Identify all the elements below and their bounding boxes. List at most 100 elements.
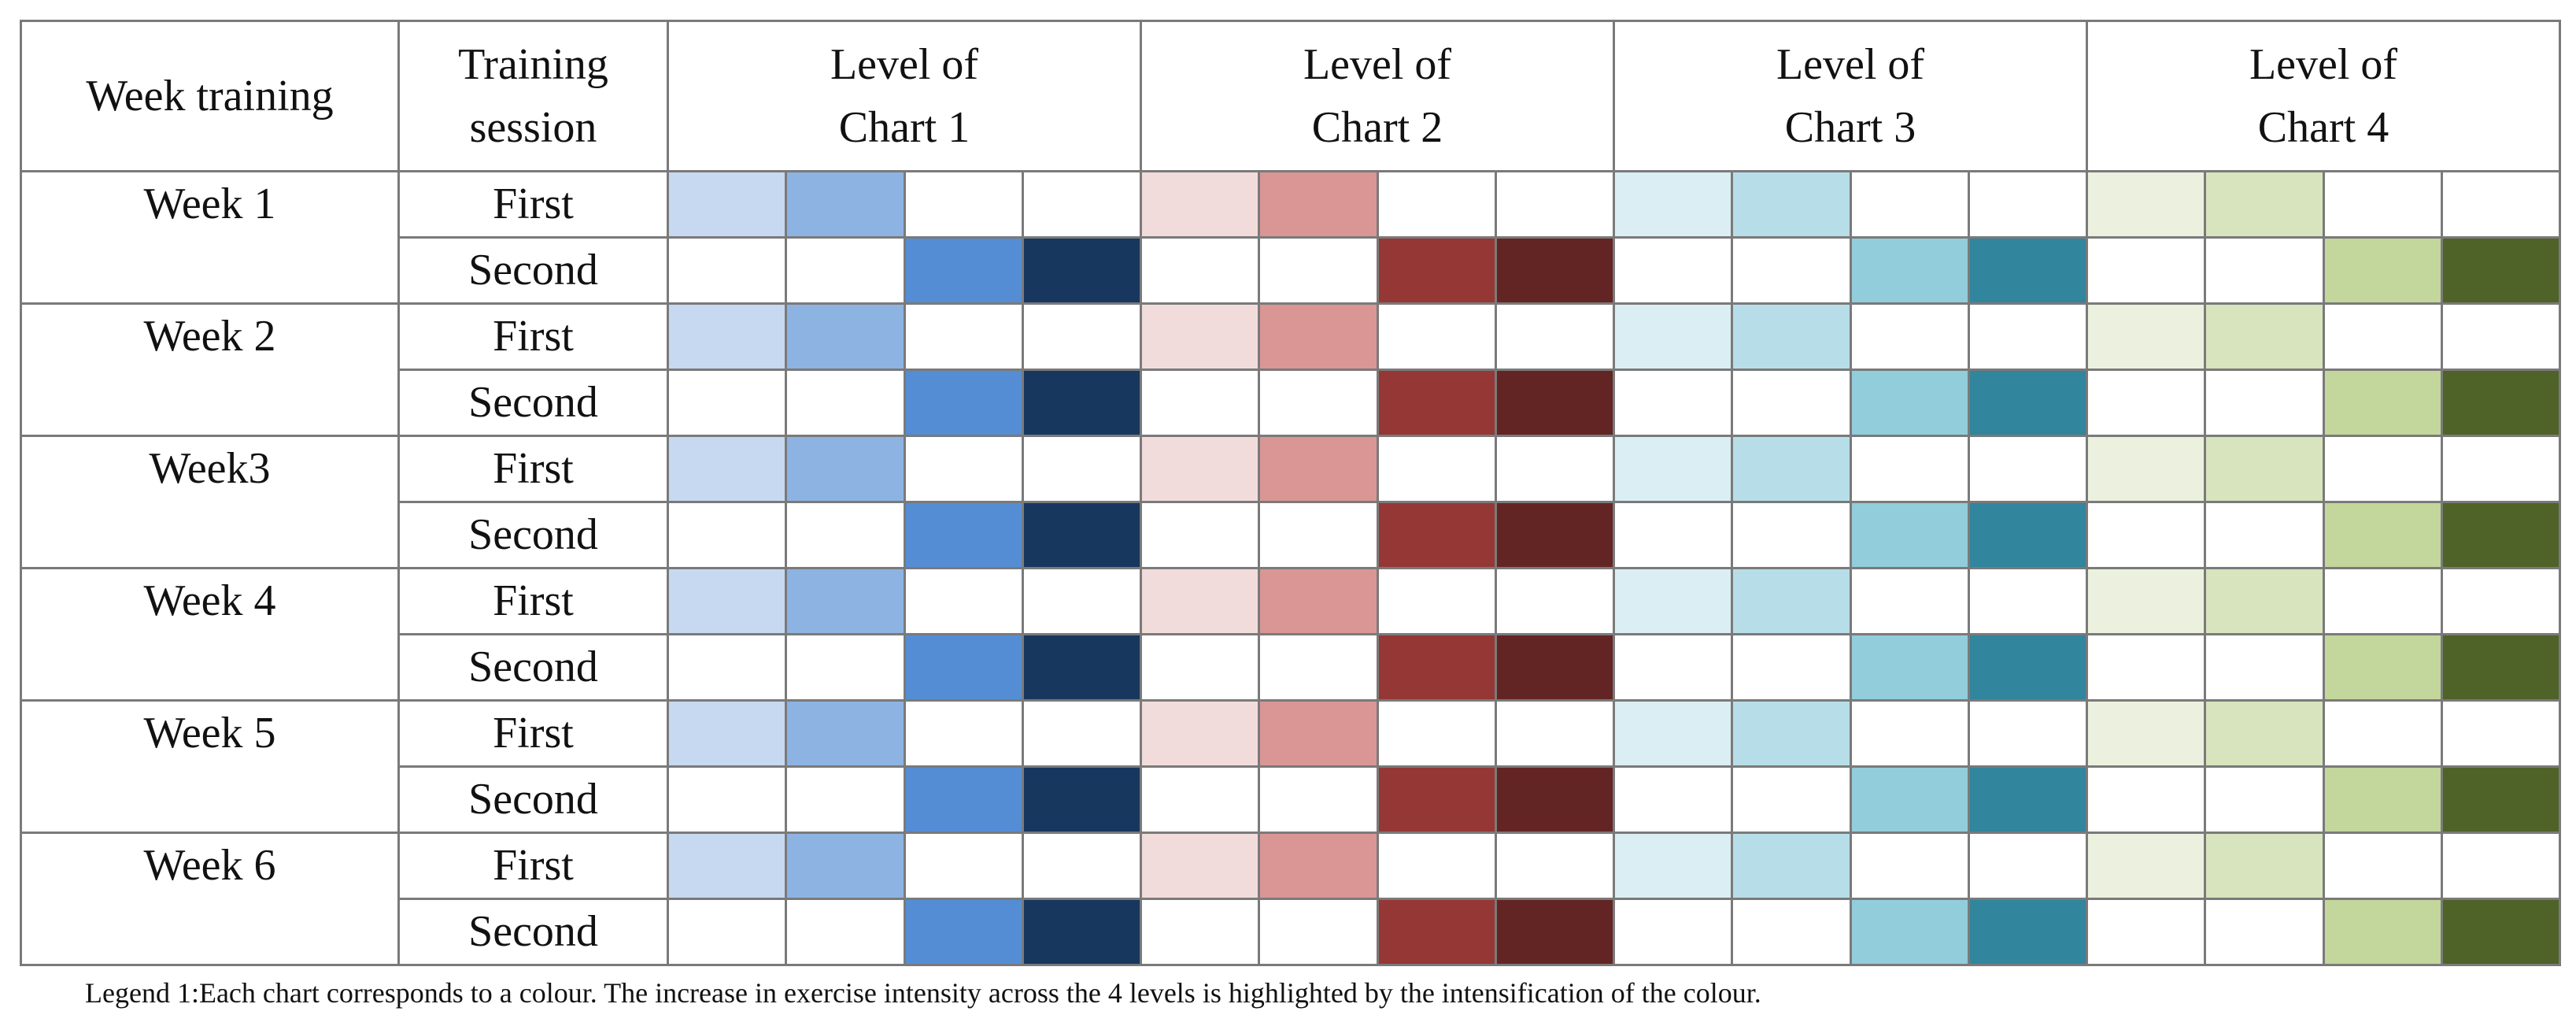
session-label: First (397, 435, 669, 503)
week-label: Week 1 (20, 170, 400, 305)
level-cell-empty (2085, 236, 2207, 305)
week-label: Week3 (20, 435, 400, 569)
level-cell-filled (1849, 236, 1970, 305)
level-cell-empty (1849, 170, 1970, 239)
level-cell-empty (1494, 832, 1616, 900)
level-cell-filled (1849, 369, 1970, 437)
level-cell-filled (1849, 898, 1970, 966)
level-cell-filled (1494, 501, 1616, 569)
level-cell-filled (1021, 501, 1143, 569)
level-cell-filled (1376, 369, 1497, 437)
level-cell-empty (1021, 170, 1143, 239)
level-cell-filled (666, 170, 788, 239)
session-row: Week 2 First (20, 302, 2562, 437)
level-cell-empty (1021, 302, 1143, 371)
level-cell-filled (2322, 633, 2443, 702)
level-cell-empty (1376, 567, 1497, 635)
level-cell-filled (1494, 369, 1616, 437)
level-cell-filled (2440, 501, 2562, 569)
level-cell-empty (1967, 699, 2089, 768)
level-cell-empty (2085, 898, 2207, 966)
level-cell-filled (2085, 567, 2207, 635)
level-cell-filled (1021, 765, 1143, 834)
level-cell-filled (1731, 567, 1852, 635)
level-cell-empty (1139, 501, 1261, 569)
level-cell-empty (1258, 501, 1379, 569)
level-cell-filled (1494, 236, 1616, 305)
level-cell-empty (2085, 501, 2207, 569)
session-label: First (397, 832, 669, 900)
level-cell-empty (2322, 567, 2443, 635)
level-cell-filled (2085, 435, 2207, 503)
level-cell-empty (1139, 633, 1261, 702)
level-cell-filled (666, 435, 788, 503)
level-cell-filled (1139, 832, 1261, 900)
session-label: Second (397, 236, 669, 305)
level-cell-filled (2085, 699, 2207, 768)
level-cell-filled (1021, 236, 1143, 305)
level-cell-empty (1258, 369, 1379, 437)
level-cell-empty (1376, 832, 1497, 900)
header-text: Week training (86, 72, 334, 120)
level-cell-empty (785, 369, 906, 437)
level-cell-empty (2204, 765, 2325, 834)
level-cell-filled (903, 898, 1024, 966)
session-label: First (397, 170, 669, 239)
level-cell-filled (1258, 435, 1379, 503)
level-cell-filled (1967, 236, 2089, 305)
level-cell-empty (1376, 170, 1497, 239)
level-cell-empty (1612, 765, 1734, 834)
session-label: Second (397, 369, 669, 437)
header-text: Chart 2 (1311, 103, 1443, 152)
level-cell-empty (666, 765, 788, 834)
header-text: Chart 3 (1784, 103, 1916, 152)
level-cell-filled (1612, 567, 1734, 635)
level-cell-empty (1494, 435, 1616, 503)
level-cell-empty (666, 898, 788, 966)
level-cell-filled (1139, 435, 1261, 503)
level-cell-filled (2085, 170, 2207, 239)
header-cell: Level of Chart 3 (1613, 20, 2088, 172)
level-cell-empty (903, 435, 1024, 503)
level-cell-empty (1731, 633, 1852, 702)
level-cell-empty (785, 501, 906, 569)
level-cell-empty (1731, 236, 1852, 305)
level-cell-empty (903, 567, 1024, 635)
level-cell-empty (2085, 369, 2207, 437)
level-cell-empty (2204, 898, 2325, 966)
level-cell-filled (903, 501, 1024, 569)
level-cell-filled (666, 699, 788, 768)
level-cell-empty (1139, 765, 1261, 834)
level-cell-filled (1612, 302, 1734, 371)
level-cell-empty (1139, 898, 1261, 966)
legend: Legend 1:Each chart corresponds to a col… (85, 977, 1761, 1009)
level-cell-filled (2204, 832, 2325, 900)
session-row: Second (21, 633, 2562, 702)
level-cell-filled (2440, 236, 2562, 305)
level-cell-empty (1258, 236, 1379, 305)
week-label: Week 6 (20, 832, 400, 966)
level-cell-empty (1967, 832, 2089, 900)
level-cell-empty (1021, 699, 1143, 768)
level-cell-empty (1021, 567, 1143, 635)
level-cell-filled (2322, 898, 2443, 966)
level-cell-empty (1612, 898, 1734, 966)
level-cell-empty (1376, 699, 1497, 768)
level-cell-filled (1258, 699, 1379, 768)
level-cell-filled (903, 236, 1024, 305)
level-cell-filled (1731, 435, 1852, 503)
level-cell-empty (903, 170, 1024, 239)
level-cell-filled (2204, 699, 2325, 768)
header-cell: Level of Chart 1 (667, 20, 1142, 172)
session-label: First (397, 567, 669, 635)
level-cell-filled (785, 435, 906, 503)
session-row: Second (21, 501, 2562, 569)
level-cell-filled (1731, 302, 1852, 371)
level-cell-filled (1139, 699, 1261, 768)
level-cell-filled (2204, 567, 2325, 635)
level-cell-filled (1139, 170, 1261, 239)
level-cell-empty (1967, 435, 2089, 503)
level-cell-empty (666, 501, 788, 569)
level-cell-empty (666, 236, 788, 305)
level-cell-empty (1731, 501, 1852, 569)
